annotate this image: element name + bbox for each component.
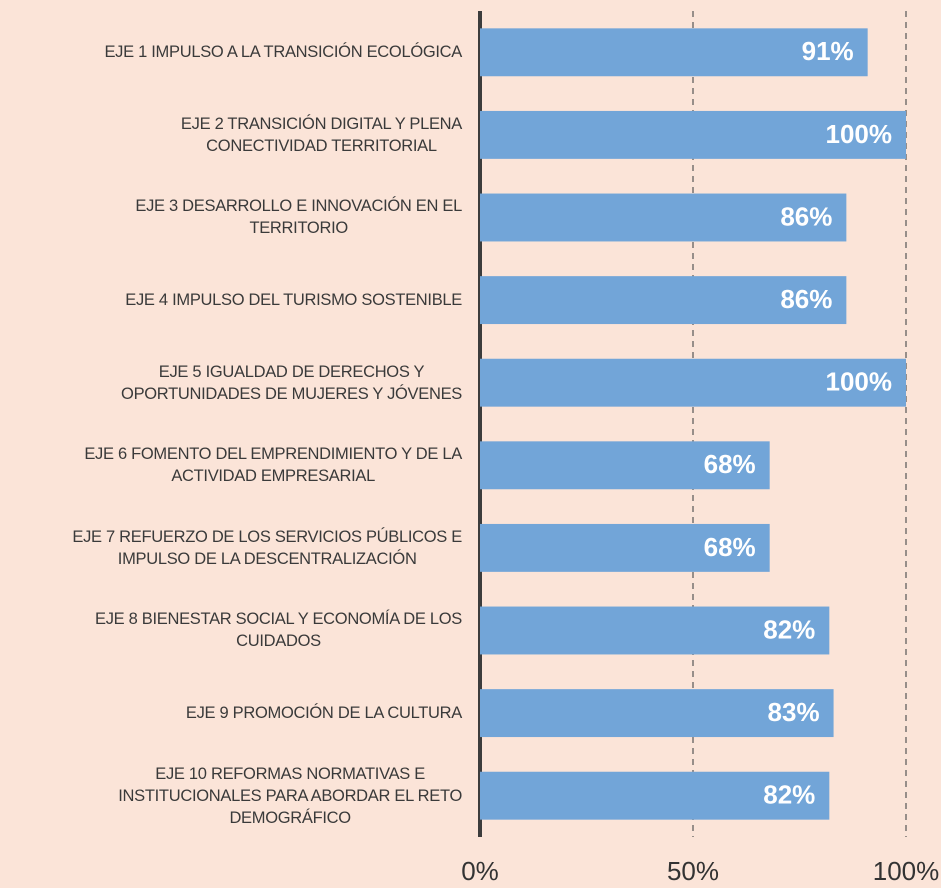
value-label: 82% xyxy=(763,614,815,644)
category-text: EJE 9 PROMOCIÓN DE LA CULTURA xyxy=(185,704,462,723)
bar xyxy=(480,28,868,77)
x-tick-label: 0% xyxy=(461,856,499,886)
category-text: EJE 2 TRANSICIÓN DIGITAL Y PLENA CONECTI… xyxy=(180,114,462,155)
category-text: EJE 7 REFUERZO DE LOS SERVICIOS PÚBLICOS… xyxy=(72,527,462,568)
value-label: 100% xyxy=(826,367,893,397)
category-text: EJE 4 IMPULSO DEL TURISMO SOSTENIBLE xyxy=(125,291,462,310)
category-text: EJE 3 DESARROLLO E INNOVACIÓN EN EL TERR… xyxy=(135,197,462,238)
category-text: EJE 5 IGUALDAD DE DERECHOS Y OPORTUNIDAD… xyxy=(121,362,462,403)
value-label: 83% xyxy=(768,697,820,727)
value-label: 86% xyxy=(780,284,832,314)
bar xyxy=(480,606,830,655)
category-label: EJE 7 REFUERZO DE LOS SERVICIOS PÚBLICOS… xyxy=(72,507,462,590)
value-label: 68% xyxy=(704,449,756,479)
bar xyxy=(480,441,770,490)
category-label: EJE 3 DESARROLLO E INNOVACIÓN EN EL TERR… xyxy=(135,176,462,259)
bar xyxy=(480,110,906,159)
bar xyxy=(480,523,770,572)
value-label: 100% xyxy=(826,119,893,149)
category-text: EJE 10 REFORMAS NORMATIVAS E INSTITUCION… xyxy=(118,764,462,827)
category-label: EJE 6 FOMENTO DEL EMPRENDIMIENTO Y DE LA… xyxy=(84,424,462,507)
category-label: EJE 1 IMPULSO A LA TRANSICIÓN ECOLÓGICA xyxy=(104,11,462,94)
bar xyxy=(480,276,847,325)
x-tick-label: 100% xyxy=(873,856,940,886)
category-label: EJE 10 REFORMAS NORMATIVAS E INSTITUCION… xyxy=(118,754,462,837)
value-label: 86% xyxy=(780,201,832,231)
bar xyxy=(480,193,847,242)
value-label: 91% xyxy=(802,36,854,66)
category-label: EJE 2 TRANSICIÓN DIGITAL Y PLENA CONECTI… xyxy=(181,94,462,177)
category-label: EJE 8 BIENESTAR SOCIAL Y ECONOMÍA DE LOS… xyxy=(95,589,462,672)
bar xyxy=(480,358,906,407)
bar xyxy=(480,689,834,738)
category-text: EJE 1 IMPULSO A LA TRANSICIÓN ECOLÓGICA xyxy=(104,43,462,62)
value-label: 82% xyxy=(763,780,815,810)
category-text: EJE 8 BIENESTAR SOCIAL Y ECONOMÍA DE LOS… xyxy=(94,610,462,651)
bar xyxy=(480,771,830,820)
category-label: EJE 9 PROMOCIÓN DE LA CULTURA xyxy=(186,672,462,755)
category-label: EJE 4 IMPULSO DEL TURISMO SOSTENIBLE xyxy=(125,259,462,342)
value-label: 68% xyxy=(704,532,756,562)
x-tick-label: 50% xyxy=(667,856,719,886)
category-text: EJE 6 FOMENTO DEL EMPRENDIMIENTO Y DE LA… xyxy=(84,445,462,486)
category-label: EJE 5 IGUALDAD DE DERECHOS Y OPORTUNIDAD… xyxy=(121,341,462,424)
